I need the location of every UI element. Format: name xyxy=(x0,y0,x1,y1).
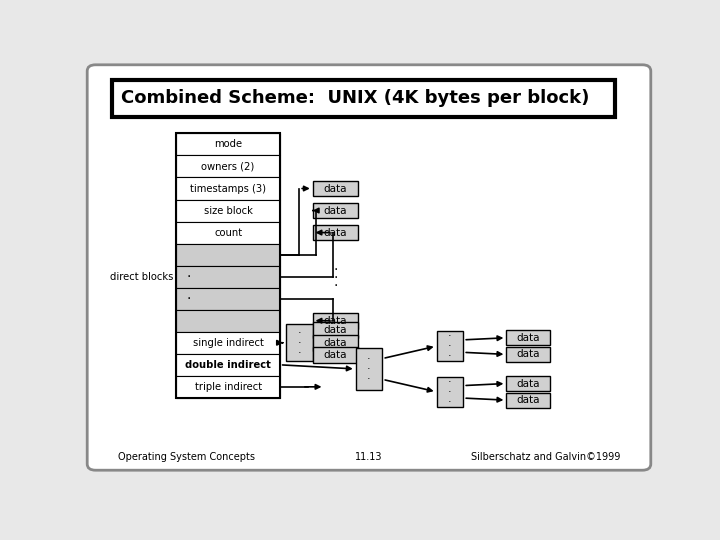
Text: data: data xyxy=(324,316,347,326)
Bar xyxy=(176,376,280,398)
Text: triple indirect: triple indirect xyxy=(194,382,261,392)
Text: data: data xyxy=(324,325,347,335)
Text: data: data xyxy=(324,350,347,360)
Bar xyxy=(312,180,359,197)
Text: ·: · xyxy=(448,351,451,361)
Text: ·: · xyxy=(448,377,451,387)
Text: data: data xyxy=(516,379,540,388)
Bar xyxy=(312,313,359,329)
Bar xyxy=(176,288,280,310)
Text: ·: · xyxy=(448,331,451,341)
Text: Silberschatz and Galvin©1999: Silberschatz and Galvin©1999 xyxy=(471,453,620,462)
Bar xyxy=(176,244,280,266)
Text: ·: · xyxy=(186,269,191,284)
Text: mode: mode xyxy=(214,139,242,150)
Bar xyxy=(112,80,615,117)
Text: ·: · xyxy=(367,364,371,374)
Bar xyxy=(176,354,280,376)
Text: data: data xyxy=(516,395,540,405)
Bar xyxy=(506,330,550,345)
Bar xyxy=(312,347,359,363)
Text: ·: · xyxy=(297,348,301,357)
Text: count: count xyxy=(214,227,242,238)
Text: Operating System Concepts: Operating System Concepts xyxy=(118,453,255,462)
Bar xyxy=(176,133,280,156)
Bar xyxy=(176,156,280,178)
Bar xyxy=(176,133,280,398)
Bar xyxy=(312,225,359,240)
Text: ·: · xyxy=(448,341,451,351)
Bar xyxy=(506,376,550,391)
Text: timestamps (3): timestamps (3) xyxy=(190,184,266,193)
Text: owners (2): owners (2) xyxy=(202,161,255,172)
Bar xyxy=(176,199,280,221)
Text: ·: · xyxy=(448,397,451,407)
Bar xyxy=(286,324,312,361)
Text: ·: · xyxy=(297,338,301,348)
Bar xyxy=(356,348,382,390)
Text: direct blocks: direct blocks xyxy=(110,272,174,282)
Bar xyxy=(312,322,359,338)
Text: data: data xyxy=(324,184,347,193)
Bar xyxy=(312,202,359,219)
Bar xyxy=(176,178,280,199)
Text: 11.13: 11.13 xyxy=(355,453,383,462)
Bar xyxy=(506,393,550,408)
Text: ·: · xyxy=(367,354,371,364)
FancyBboxPatch shape xyxy=(87,65,651,470)
Text: ·: · xyxy=(333,263,338,277)
Text: ·: · xyxy=(186,292,191,306)
Text: data: data xyxy=(516,333,540,343)
Text: single indirect: single indirect xyxy=(193,338,264,348)
Text: ·: · xyxy=(448,387,451,397)
Text: Combined Scheme:  UNIX (4K bytes per block): Combined Scheme: UNIX (4K bytes per bloc… xyxy=(121,90,589,107)
Bar xyxy=(436,331,463,361)
Text: ·: · xyxy=(333,279,338,293)
Bar xyxy=(176,332,280,354)
Text: ·: · xyxy=(333,271,338,285)
Text: data: data xyxy=(324,338,347,348)
Bar xyxy=(176,266,280,288)
Text: data: data xyxy=(324,227,347,238)
Bar xyxy=(436,377,463,407)
Text: double indirect: double indirect xyxy=(185,360,271,370)
Text: data: data xyxy=(324,206,347,215)
Bar xyxy=(176,310,280,332)
Text: data: data xyxy=(516,349,540,360)
Bar xyxy=(176,221,280,244)
Text: ·: · xyxy=(297,328,301,338)
Text: ·: · xyxy=(367,374,371,384)
Bar xyxy=(506,347,550,362)
Text: size block: size block xyxy=(204,206,253,215)
Bar xyxy=(312,335,359,350)
